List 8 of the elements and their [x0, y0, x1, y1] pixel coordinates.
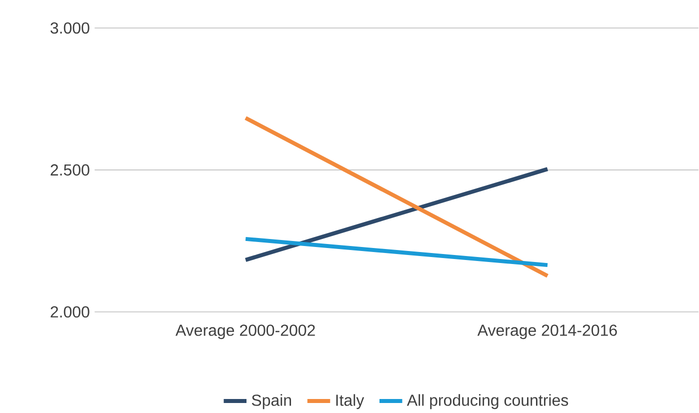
x-tick-label: Average 2000-2002	[176, 324, 315, 340]
y-tick-label: 3.000	[50, 22, 90, 34]
y-tick-label: 2.000	[50, 306, 90, 318]
legend-label: Spain	[252, 394, 292, 410]
legend-label: Italy	[336, 394, 364, 410]
y-tick-label: 2.500	[50, 164, 90, 176]
x-tick-label: Average 2014-2016	[477, 324, 617, 340]
legend-label: All producing countries	[406, 394, 568, 410]
